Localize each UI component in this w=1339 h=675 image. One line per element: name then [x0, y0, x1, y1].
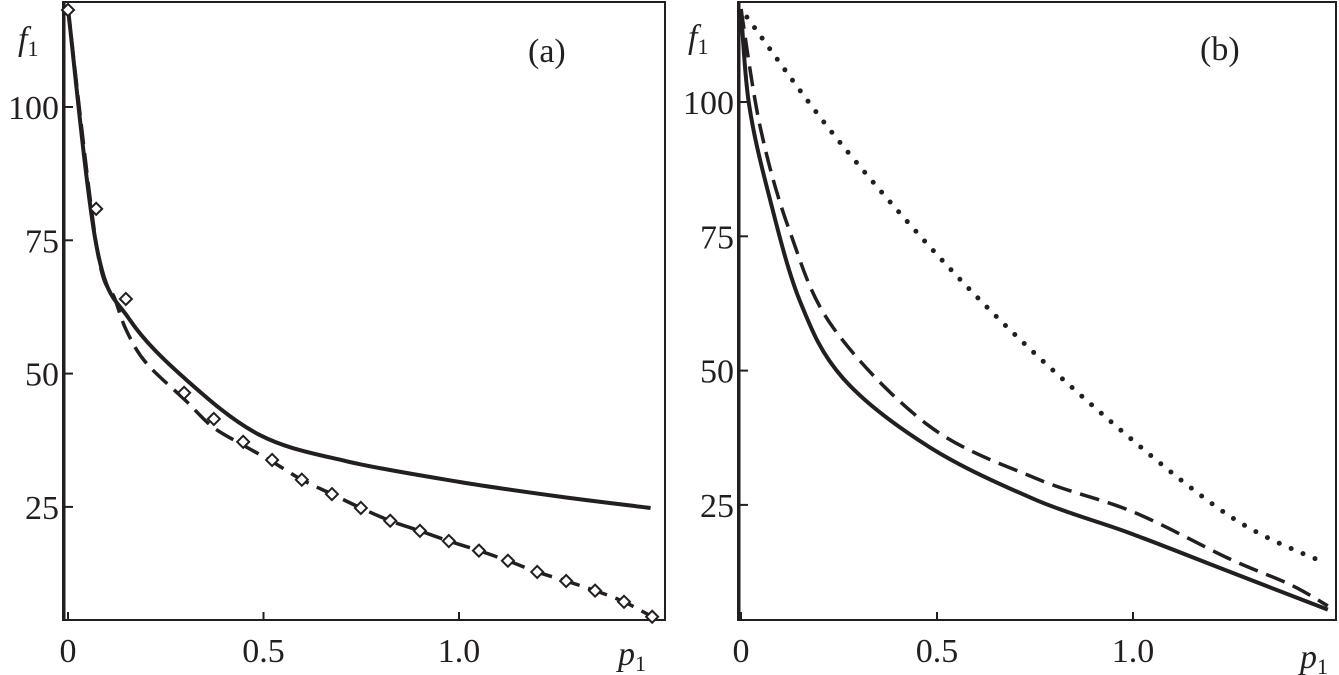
- data-point-marker: [412, 523, 428, 539]
- series-line-dashed: [66, 8, 653, 619]
- data-point-marker: [558, 573, 574, 589]
- plot-frame: [737, 1, 1337, 621]
- data-point-marker: [264, 452, 280, 468]
- x-tick-label: 0.5: [916, 633, 959, 670]
- panel-b: (b) f1 p1 0 0.5 1.0 100 75 50 25: [683, 1, 1337, 675]
- data-point-marker: [235, 434, 251, 450]
- y-tick-label: 75: [700, 219, 734, 256]
- y-tick-label: 75: [25, 223, 59, 260]
- series-line-dotted: [744, 14, 1326, 565]
- data-point-marker: [353, 500, 369, 516]
- panel-a: (a) f1 p1 0 0.5 1.0 100 75 50 25: [8, 1, 666, 675]
- x-tick-label: 1.0: [1112, 633, 1155, 670]
- data-point-marker: [500, 553, 516, 569]
- data-point-marker: [324, 486, 340, 502]
- series-line-solid: [739, 8, 1329, 612]
- x-tick-label: 1.0: [438, 633, 481, 670]
- x-axis-label: p1: [616, 636, 646, 675]
- x-tick-label: 0: [60, 633, 77, 670]
- data-point-marker: [587, 583, 603, 599]
- x-tick-label: 0: [733, 633, 750, 670]
- y-tick-label: 25: [700, 488, 734, 525]
- data-point-marker: [382, 513, 398, 529]
- data-point-marker: [616, 594, 632, 610]
- y-axis-label: f1: [18, 21, 38, 61]
- y-tick-label: 100: [683, 85, 734, 122]
- series-line-dashed: [739, 8, 1329, 608]
- y-axis-label: f1: [688, 19, 708, 59]
- data-point-marker: [471, 543, 487, 559]
- x-tick-label: 0.5: [242, 633, 285, 670]
- data-point-marker: [529, 564, 545, 580]
- y-tick-label: 50: [700, 354, 734, 391]
- data-point-marker: [176, 385, 192, 401]
- data-point-marker: [88, 201, 104, 217]
- y-tick-label: 50: [25, 357, 59, 394]
- plot-frame: [62, 1, 666, 621]
- data-point-marker: [60, 2, 76, 18]
- data-point-marker: [118, 291, 134, 307]
- data-point-marker: [644, 609, 660, 625]
- x-axis-label: p1: [1298, 639, 1328, 675]
- panel-label: (b): [1200, 31, 1240, 68]
- data-point-marker: [441, 533, 457, 549]
- data-point-marker: [294, 472, 310, 488]
- series-line-solid: [66, 8, 651, 510]
- y-tick-label: 25: [25, 490, 59, 527]
- data-point-marker: [206, 411, 222, 427]
- panel-label: (a): [528, 33, 566, 70]
- y-tick-label: 100: [8, 90, 59, 127]
